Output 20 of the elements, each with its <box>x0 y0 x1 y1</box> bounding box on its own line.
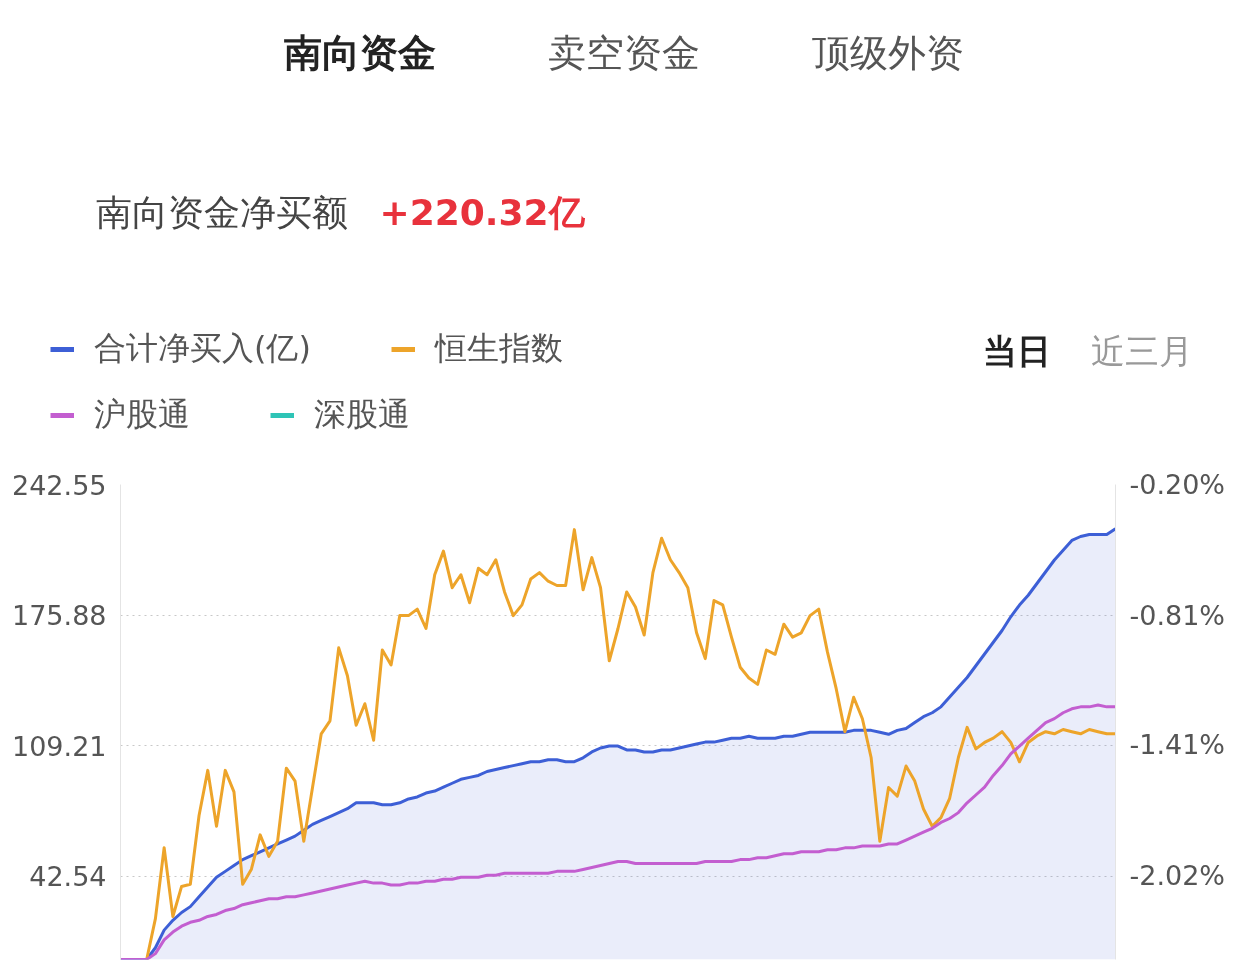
text: 近三月 <box>1090 330 1193 371</box>
text: 顶级外资 <box>812 30 965 75</box>
y-tick-label: 175.88 <box>12 600 107 632</box>
legend-label: 深股通 <box>314 394 410 435</box>
text: 当日 <box>982 330 1051 371</box>
line-series <box>120 703 1116 960</box>
text: 南向资金 <box>284 30 437 75</box>
y-tick-label: 42.54 <box>29 861 107 893</box>
y2-tick-label: -0.81% <box>1129 600 1226 632</box>
y2-tick-label: -0.20% <box>1129 469 1226 500</box>
chart-subtitle: +220.32亿 <box>379 192 586 233</box>
chart-title: 南向资金净买额 <box>95 192 348 233</box>
y-tick-label: 109.21 <box>12 730 107 762</box>
y2-tick-label: -1.41% <box>1129 729 1226 761</box>
legend-label: 恒生指数 <box>434 328 563 369</box>
y-tick-label: 242.55 <box>12 469 107 501</box>
y2-tick-label: -2.02% <box>1129 860 1226 892</box>
legend-label: 沪股通 <box>94 394 190 435</box>
text: 卖空资金 <box>548 30 701 75</box>
legend-label: 合计净买入(亿) <box>94 328 311 369</box>
